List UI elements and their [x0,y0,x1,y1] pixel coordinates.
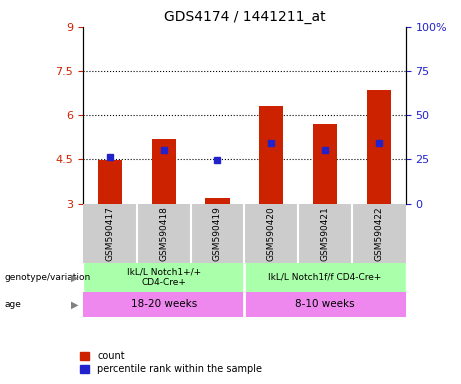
Bar [83,263,244,292]
Bar [244,263,406,292]
Text: GSM590421: GSM590421 [320,206,330,261]
Bar [313,124,337,204]
Bar [205,198,230,204]
Text: GSM590417: GSM590417 [106,206,114,261]
Bar [98,160,122,204]
Bar [152,139,176,204]
Text: 8-10 weeks: 8-10 weeks [295,299,355,310]
Text: lkL/L Notch1+/+
CD4-Cre+: lkL/L Notch1+/+ CD4-Cre+ [127,267,201,288]
Legend: count, percentile rank within the sample: count, percentile rank within the sample [79,351,263,375]
Bar [366,90,391,204]
Text: ▶: ▶ [71,299,79,310]
Text: ▶: ▶ [71,272,79,283]
Text: 18-20 weeks: 18-20 weeks [130,299,197,310]
Text: GSM590419: GSM590419 [213,206,222,261]
Text: GSM590418: GSM590418 [159,206,168,261]
Bar [244,292,406,317]
Bar [83,292,244,317]
Text: age: age [5,300,22,309]
Text: lkL/L Notch1f/f CD4-Cre+: lkL/L Notch1f/f CD4-Cre+ [268,273,382,282]
Text: GSM590422: GSM590422 [374,206,383,261]
Text: GSM590420: GSM590420 [267,206,276,261]
Title: GDS4174 / 1441211_at: GDS4174 / 1441211_at [164,10,325,25]
Bar [259,106,284,204]
Text: genotype/variation: genotype/variation [5,273,91,282]
